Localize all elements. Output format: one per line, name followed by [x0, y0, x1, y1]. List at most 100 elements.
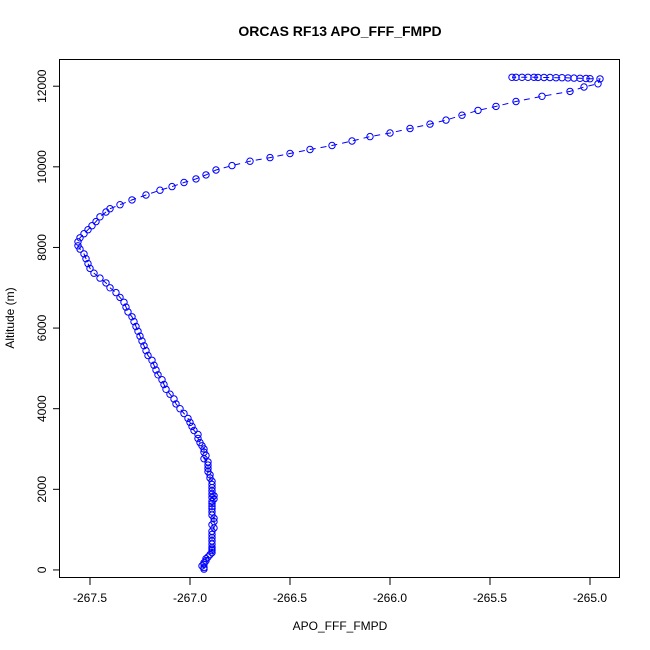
data-point [82, 255, 90, 263]
data-point [210, 492, 218, 500]
data-point [102, 279, 110, 287]
data-point [170, 395, 178, 403]
data-point [80, 230, 88, 238]
data-point [208, 505, 216, 513]
data-point [74, 238, 82, 246]
data-point [194, 434, 202, 443]
x-tick-label: -265.5 [473, 591, 507, 605]
y-axis: 0 2000 4000 6000 8000 10000 12000 [35, 69, 60, 573]
x-tick-label: -266.0 [373, 591, 407, 605]
data-point [212, 166, 220, 174]
data-point [208, 502, 216, 510]
x-tick-label: -266.5 [273, 591, 307, 605]
data-point [596, 75, 604, 83]
data-point [176, 405, 184, 413]
y-tick-label: 4000 [35, 395, 49, 422]
data-point [200, 448, 208, 456]
data-point [144, 351, 152, 360]
data-point [566, 87, 574, 96]
data-point [200, 559, 208, 567]
data-point [154, 371, 162, 379]
data-point [122, 303, 130, 311]
data-point [160, 380, 168, 389]
data-point [96, 274, 104, 282]
data-point [192, 175, 200, 183]
data-point [594, 80, 602, 88]
data-point [140, 342, 148, 350]
x-tick-label: -267.5 [73, 591, 107, 605]
y-tick-label: 2000 [35, 476, 49, 503]
data-point [366, 132, 374, 141]
y-tick-label: 0 [35, 566, 49, 573]
data-point [206, 474, 214, 482]
data-point [180, 178, 188, 187]
data-point [166, 390, 174, 398]
x-axis-label: APO_FFF_FMPD [293, 619, 388, 633]
data-point [158, 376, 166, 384]
data-point [128, 196, 136, 204]
data-points [74, 73, 604, 573]
series-line [77, 76, 601, 570]
data-point [538, 92, 546, 101]
data-point [196, 438, 204, 447]
data-point [116, 293, 124, 302]
data-point [136, 332, 144, 340]
data-point [348, 137, 356, 145]
data-point [128, 313, 136, 321]
data-point [180, 409, 188, 418]
data-point [152, 366, 160, 374]
data-point [90, 269, 98, 277]
data-point [186, 418, 194, 427]
data-point [142, 346, 150, 355]
data-point [84, 259, 92, 268]
data-point [406, 124, 414, 133]
data-point [124, 308, 132, 316]
data-point [580, 83, 588, 91]
data-point [208, 530, 216, 539]
data-point [106, 284, 114, 292]
data-point [586, 75, 594, 83]
data-point [246, 157, 254, 165]
data-point [84, 226, 92, 234]
data-point [202, 557, 210, 565]
data-point [202, 555, 210, 563]
data-point [172, 400, 180, 408]
data-point [156, 186, 164, 194]
data-point [134, 327, 142, 335]
y-tick-label: 8000 [35, 234, 49, 261]
y-tick-label: 12000 [35, 69, 49, 103]
data-point [210, 495, 218, 503]
data-point [426, 120, 434, 128]
x-tick-label: -265.0 [573, 591, 607, 605]
data-point [194, 430, 202, 439]
y-axis-label: Altitude (m) [3, 287, 17, 348]
data-point [130, 317, 138, 326]
x-tick-label: -267.0 [173, 591, 207, 605]
data-point [386, 129, 394, 137]
data-point [458, 111, 466, 119]
data-point [210, 517, 218, 526]
data-point [474, 106, 482, 115]
data-point [80, 250, 88, 258]
y-tick-label: 10000 [35, 150, 49, 184]
data-point [202, 171, 210, 179]
data-point [306, 145, 314, 154]
data-point [200, 563, 208, 572]
data-point [188, 422, 196, 431]
y-tick-label: 6000 [35, 314, 49, 341]
data-point [190, 426, 198, 435]
data-point [492, 102, 500, 111]
data-point [120, 298, 128, 306]
data-point [148, 356, 156, 364]
data-point [150, 361, 158, 369]
data-point [286, 149, 294, 158]
data-point [142, 191, 150, 199]
plot-frame [59, 59, 620, 578]
data-point [266, 153, 274, 162]
data-point [86, 264, 94, 273]
data-point [208, 480, 216, 489]
data-point [228, 161, 236, 170]
data-point [328, 141, 336, 150]
data-point [112, 288, 120, 297]
data-point [442, 116, 450, 124]
